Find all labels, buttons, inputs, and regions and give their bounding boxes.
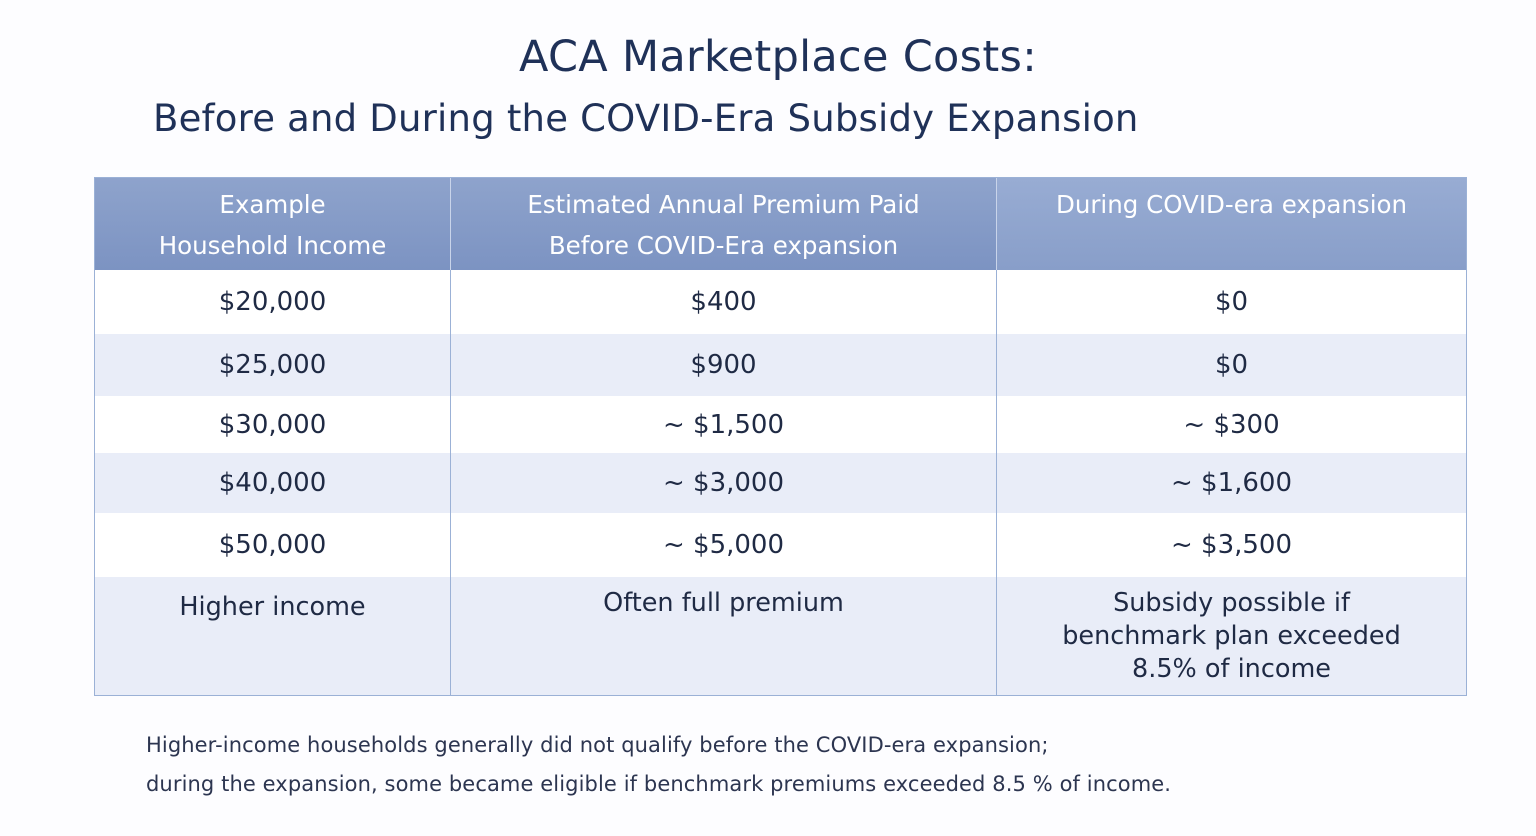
header-before: Estimated Annual Premium Paid Before COV… bbox=[451, 178, 997, 270]
page-title: ACA Marketplace Costs: bbox=[518, 32, 1038, 82]
table-cell-during: $0 bbox=[997, 334, 1466, 396]
table-cell-before: ~ $1,500 bbox=[451, 396, 997, 453]
table-cell-before: $400 bbox=[451, 270, 997, 334]
table-cell-before: ~ $3,000 bbox=[451, 453, 997, 513]
table-cell-income: $25,000 bbox=[95, 334, 451, 396]
table-cell-before: ~ $5,000 bbox=[451, 513, 997, 577]
table-cell-income: $30,000 bbox=[95, 396, 451, 453]
table-cell-during: Subsidy possible if benchmark plan excee… bbox=[997, 577, 1466, 695]
footnote-line-1: Higher-income households generally did n… bbox=[146, 733, 1049, 757]
table-cell-before: Often full premium bbox=[451, 577, 997, 695]
table-cell-before: $900 bbox=[451, 334, 997, 396]
header-income: Example Household Income bbox=[95, 178, 451, 270]
table-cell-income: $20,000 bbox=[95, 270, 451, 334]
cost-comparison-table: Example Household Income Estimated Annua… bbox=[94, 177, 1467, 696]
table-cell-income: Higher income bbox=[95, 577, 451, 695]
table-cell-during: ~ $3,500 bbox=[997, 513, 1466, 577]
page-subtitle: Before and During the COVID-Era Subsidy … bbox=[153, 97, 1139, 140]
table-cell-income: $40,000 bbox=[95, 453, 451, 513]
footnote-line-2: during the expansion, some became eligib… bbox=[146, 772, 1172, 796]
table-cell-income: $50,000 bbox=[95, 513, 451, 577]
table-cell-during: ~ $300 bbox=[997, 396, 1466, 453]
table-cell-during: $0 bbox=[997, 270, 1466, 334]
header-during: During COVID-era expansion bbox=[997, 178, 1466, 270]
table-cell-during: ~ $1,600 bbox=[997, 453, 1466, 513]
